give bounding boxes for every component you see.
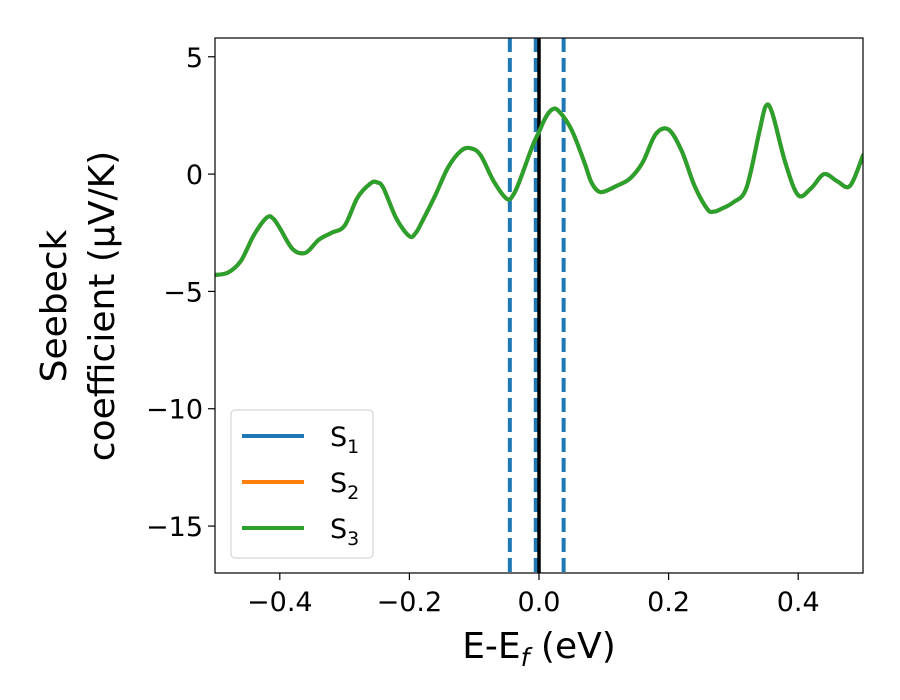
x-tick-label: 0.0 bbox=[518, 587, 561, 618]
x-tick-label: −0.2 bbox=[377, 587, 443, 618]
x-axis-ticks: −0.4 −0.2 0.0 0.2 0.4 bbox=[247, 573, 820, 618]
legend-label-2: S2 bbox=[330, 468, 359, 504]
legend: S1 S2 S3 bbox=[230, 409, 374, 559]
x-tick-label: −0.4 bbox=[247, 587, 313, 618]
y-axis-ticks: 5 0 −5 −10 −15 bbox=[146, 43, 215, 543]
y-tick-label: −15 bbox=[146, 512, 203, 543]
y-tick-label: 5 bbox=[186, 43, 203, 74]
series-lines bbox=[215, 102, 863, 277]
x-tick-label: 0.4 bbox=[777, 587, 820, 618]
y-axis-label-line2: coefficient (μV/K) bbox=[82, 151, 123, 461]
x-tick-label: 0.2 bbox=[647, 587, 690, 618]
reference-lines bbox=[507, 38, 566, 573]
y-tick-label: 0 bbox=[186, 160, 203, 191]
series-line-3 bbox=[215, 102, 863, 277]
legend-label-1: S1 bbox=[330, 422, 359, 458]
y-tick-label: −5 bbox=[163, 277, 203, 308]
y-tick-label: −10 bbox=[146, 395, 203, 426]
x-axis-label: E-Ef (eV) bbox=[462, 626, 616, 672]
legend-label-3: S3 bbox=[330, 514, 359, 550]
y-axis-label-line1: Seebeck bbox=[34, 229, 75, 382]
